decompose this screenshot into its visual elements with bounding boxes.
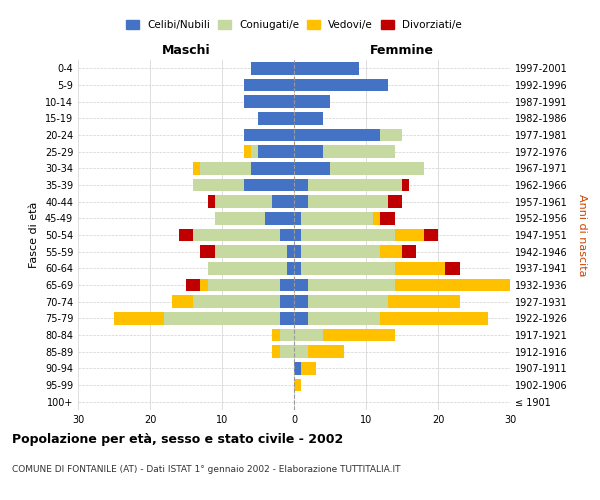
Bar (179, 229, 193, 241)
Bar (402, 179, 409, 192)
Bar (280, 296, 294, 308)
Bar (280, 279, 294, 291)
Bar (308, 296, 388, 308)
Y-axis label: Anni di nascita: Anni di nascita (577, 194, 587, 276)
Bar (301, 212, 373, 224)
Bar (373, 212, 380, 224)
Bar (280, 346, 294, 358)
Bar (380, 246, 402, 258)
Bar (308, 346, 344, 358)
Bar (258, 146, 294, 158)
Bar (193, 162, 200, 174)
Bar (294, 362, 301, 374)
Bar (200, 162, 251, 174)
Bar (244, 79, 294, 92)
Bar (301, 262, 395, 274)
Bar (330, 162, 424, 174)
Bar (114, 312, 164, 324)
Bar (424, 229, 438, 241)
Bar (294, 262, 301, 274)
Bar (380, 212, 395, 224)
Bar (301, 246, 380, 258)
Bar (294, 379, 301, 391)
Bar (200, 246, 215, 258)
Text: Popolazione per età, sesso e stato civile - 2002: Popolazione per età, sesso e stato civil… (12, 432, 343, 446)
Bar (402, 246, 416, 258)
Bar (265, 212, 294, 224)
Bar (445, 262, 460, 274)
Text: COMUNE DI FONTANILE (AT) - Dati ISTAT 1° gennaio 2002 - Elaborazione TUTTITALIA.: COMUNE DI FONTANILE (AT) - Dati ISTAT 1°… (12, 466, 401, 474)
Bar (244, 179, 294, 192)
Bar (308, 312, 380, 324)
Bar (164, 312, 280, 324)
Bar (280, 229, 294, 241)
Bar (272, 329, 280, 341)
Bar (294, 62, 359, 74)
Bar (272, 346, 280, 358)
Bar (308, 196, 388, 208)
Bar (294, 296, 308, 308)
Bar (193, 229, 280, 241)
Bar (294, 179, 308, 192)
Bar (294, 312, 308, 324)
Bar (294, 79, 388, 92)
Bar (294, 146, 323, 158)
Bar (301, 229, 395, 241)
Bar (244, 129, 294, 141)
Bar (323, 329, 395, 341)
Text: Femmine: Femmine (370, 44, 434, 57)
Bar (244, 146, 251, 158)
Bar (294, 246, 301, 258)
Bar (272, 196, 294, 208)
Bar (215, 246, 287, 258)
Bar (308, 179, 402, 192)
Bar (200, 279, 208, 291)
Bar (251, 162, 294, 174)
Bar (186, 279, 200, 291)
Bar (208, 196, 215, 208)
Bar (258, 112, 294, 124)
Bar (294, 196, 308, 208)
Bar (308, 279, 395, 291)
Bar (294, 329, 323, 341)
Bar (244, 96, 294, 108)
Bar (294, 212, 301, 224)
Bar (172, 296, 193, 308)
Bar (287, 262, 294, 274)
Bar (294, 112, 323, 124)
Bar (208, 262, 287, 274)
Bar (380, 312, 488, 324)
Bar (294, 346, 308, 358)
Bar (388, 296, 460, 308)
Bar (193, 296, 280, 308)
Bar (294, 229, 301, 241)
Bar (323, 146, 395, 158)
Bar (388, 196, 402, 208)
Bar (251, 62, 294, 74)
Bar (280, 312, 294, 324)
Bar (294, 129, 380, 141)
Bar (251, 146, 258, 158)
Bar (294, 96, 330, 108)
Bar (280, 329, 294, 341)
Bar (208, 279, 280, 291)
Bar (395, 279, 510, 291)
Y-axis label: Fasce di età: Fasce di età (29, 202, 39, 268)
Bar (287, 246, 294, 258)
Bar (301, 362, 316, 374)
Text: Maschi: Maschi (161, 44, 211, 57)
Bar (193, 179, 244, 192)
Bar (395, 229, 424, 241)
Bar (215, 212, 265, 224)
Bar (294, 162, 330, 174)
Bar (294, 279, 308, 291)
Legend: Celibi/Nubili, Coniugati/e, Vedovi/e, Divorziati/e: Celibi/Nubili, Coniugati/e, Vedovi/e, Di… (126, 20, 462, 30)
Bar (215, 196, 272, 208)
Bar (380, 129, 402, 141)
Bar (395, 262, 445, 274)
